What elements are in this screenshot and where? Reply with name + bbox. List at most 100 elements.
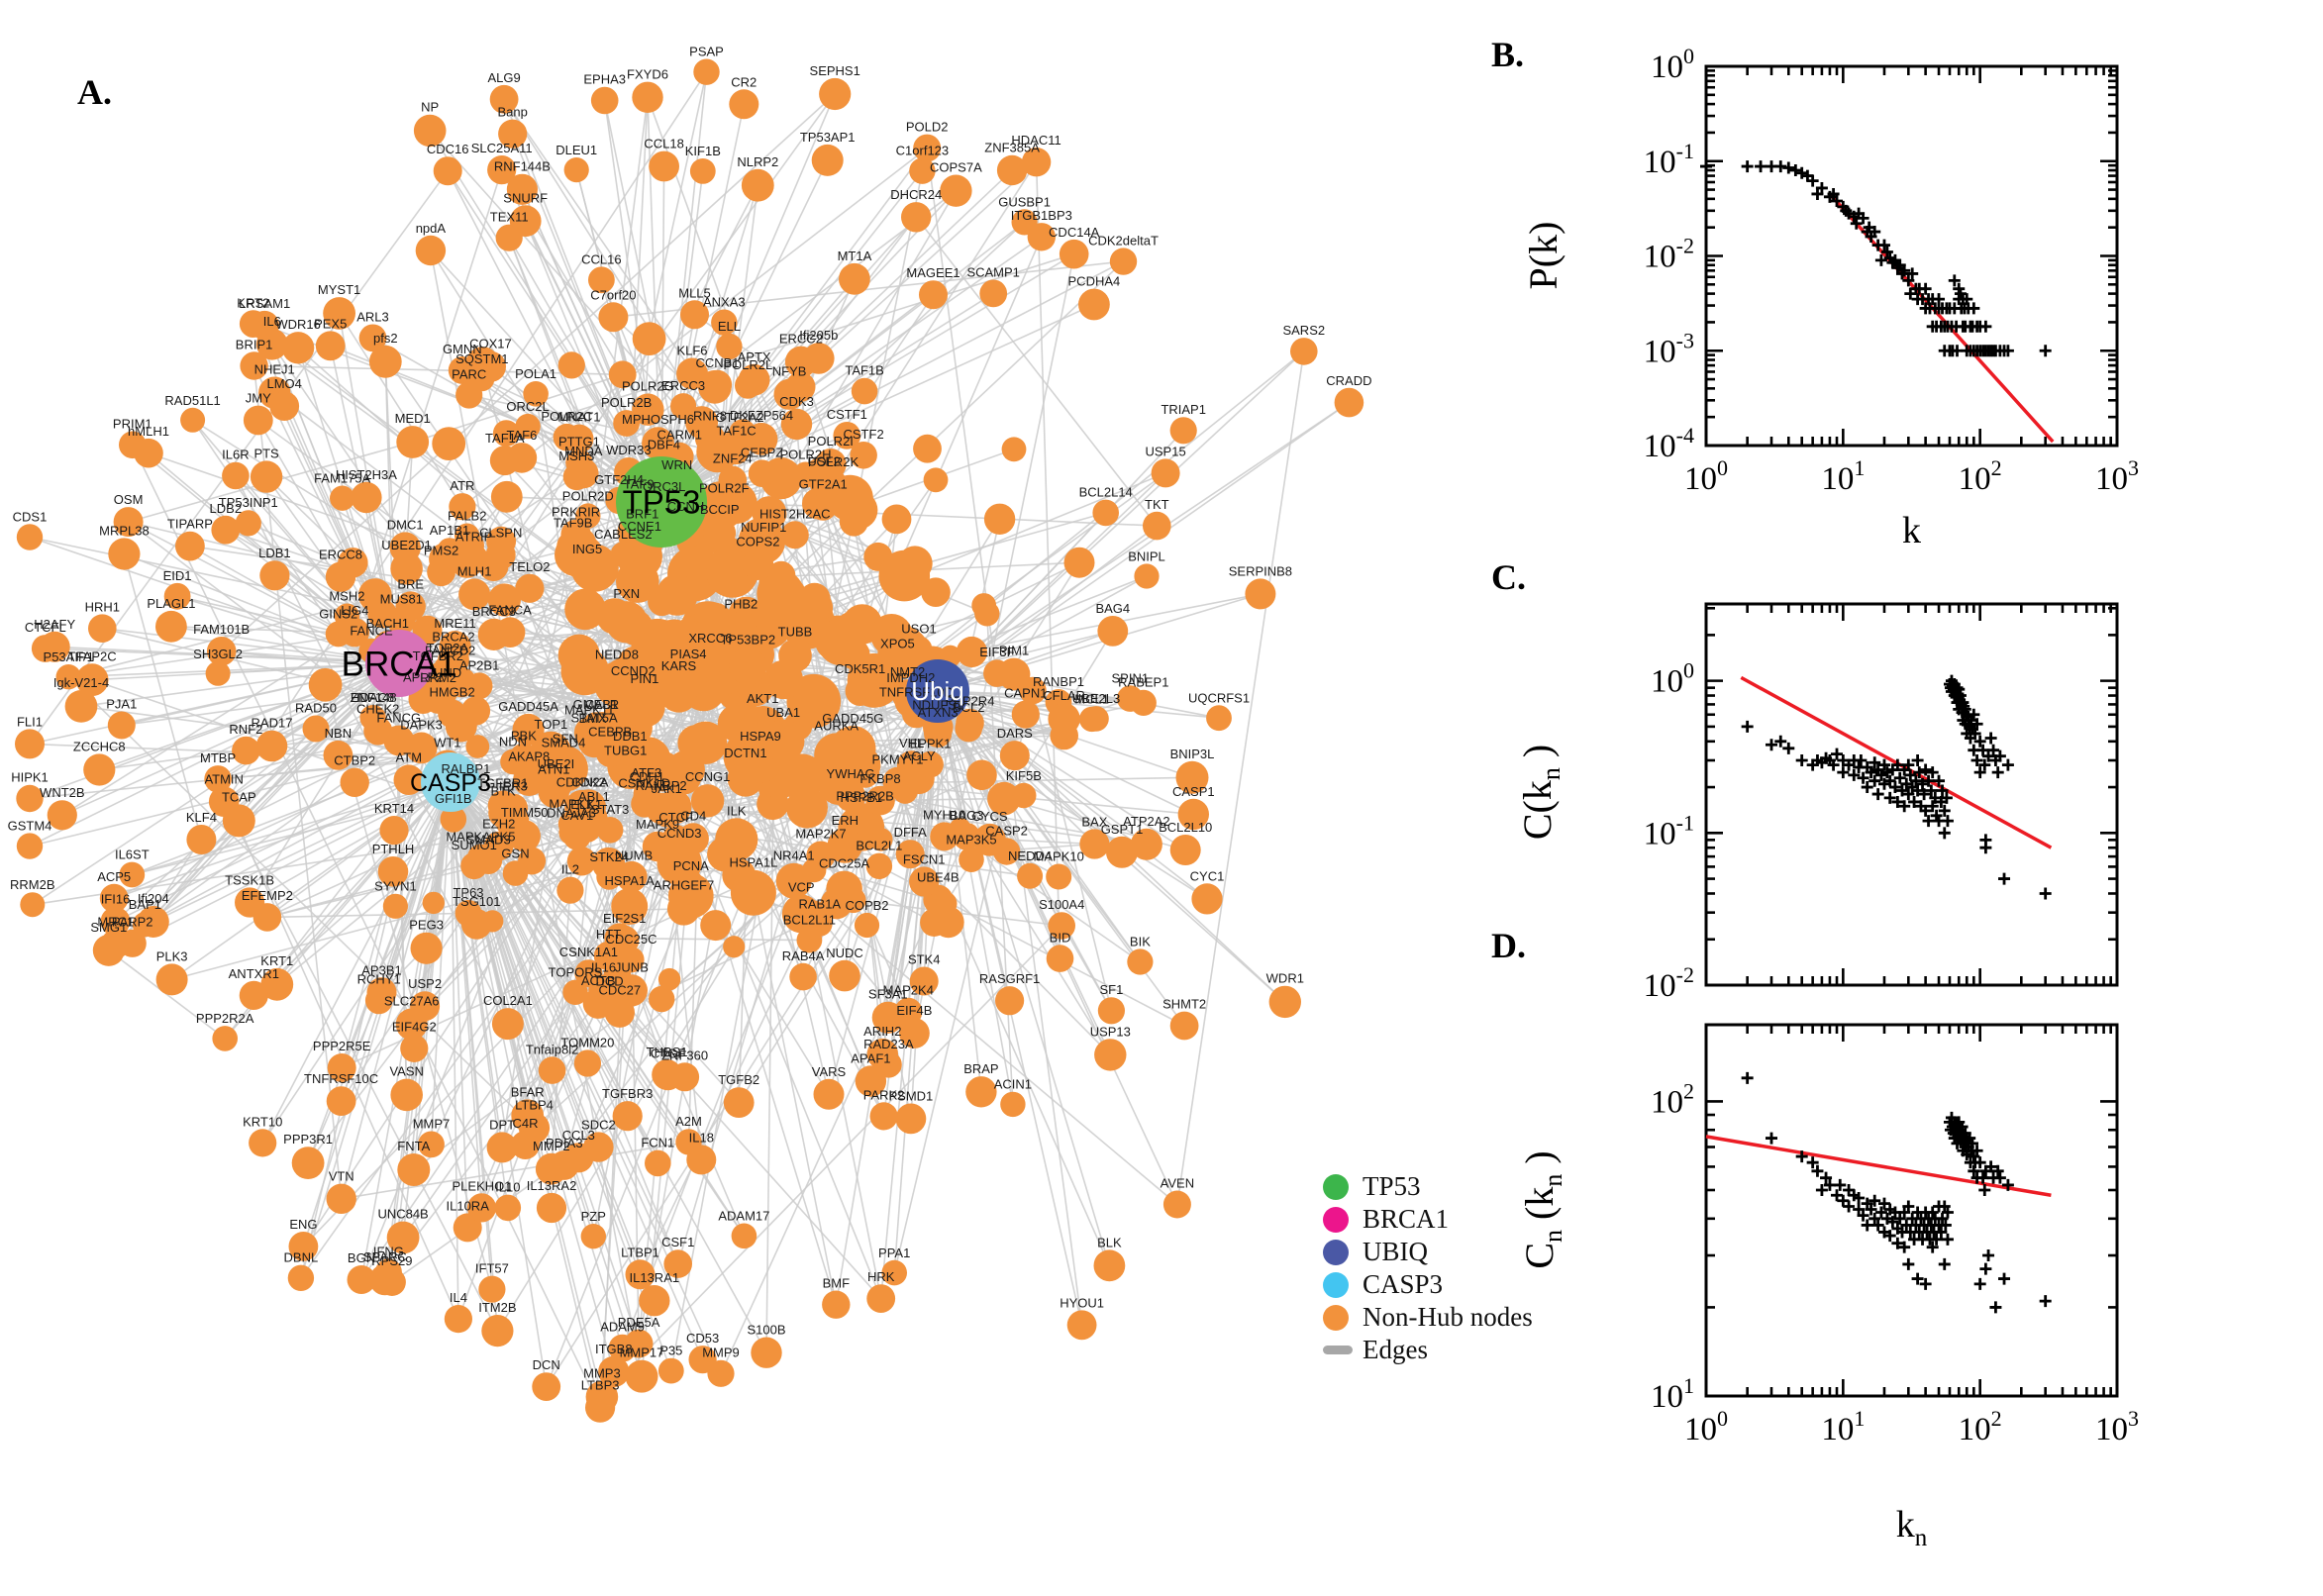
network-node[interactable] [605, 601, 648, 644]
network-node[interactable] [240, 351, 268, 380]
network-node[interactable] [232, 736, 260, 765]
network-node[interactable] [119, 861, 146, 888]
network-node[interactable] [495, 224, 523, 251]
network-node[interactable] [748, 459, 776, 488]
network-node[interactable] [260, 967, 294, 1001]
network-node[interactable] [610, 542, 637, 567]
network-node[interactable] [618, 947, 645, 973]
network-node[interactable] [686, 1145, 717, 1175]
network-node[interactable] [243, 405, 273, 436]
network-node[interactable] [711, 309, 738, 336]
network-node[interactable] [611, 888, 649, 925]
network-node[interactable] [20, 892, 46, 918]
network-node[interactable] [347, 1265, 376, 1294]
network-node[interactable] [1059, 239, 1089, 269]
network-node[interactable] [547, 749, 580, 782]
network-node[interactable] [323, 297, 355, 330]
network-node[interactable] [751, 535, 776, 560]
network-node[interactable] [596, 863, 623, 890]
network-node[interactable] [645, 1149, 671, 1177]
network-node[interactable] [459, 544, 488, 572]
network-node[interactable] [212, 1026, 238, 1051]
network-node[interactable] [16, 784, 44, 813]
network-node[interactable] [905, 636, 933, 663]
network-node[interactable] [882, 766, 913, 797]
network-node[interactable] [562, 822, 591, 850]
network-node[interactable] [485, 540, 516, 570]
network-node[interactable] [642, 831, 673, 862]
network-node[interactable] [1143, 511, 1171, 541]
network-node[interactable] [1169, 1011, 1199, 1041]
network-node[interactable] [368, 345, 402, 378]
network-node[interactable] [502, 860, 529, 886]
network-node[interactable] [1134, 563, 1160, 589]
network-node[interactable] [395, 1008, 428, 1041]
network-node[interactable] [913, 134, 942, 162]
network-node[interactable] [624, 1329, 654, 1358]
network-node[interactable] [1334, 387, 1364, 418]
network-node[interactable] [582, 987, 614, 1019]
network-node[interactable] [386, 1221, 420, 1254]
network-node[interactable] [16, 524, 44, 550]
network-node[interactable] [1011, 700, 1040, 729]
network-node[interactable] [155, 963, 188, 996]
network-node[interactable] [1245, 578, 1276, 610]
network-node[interactable] [474, 847, 503, 874]
network-node[interactable] [500, 748, 526, 775]
network-node[interactable] [593, 941, 624, 971]
network-node[interactable] [930, 822, 960, 851]
network-node[interactable] [1027, 223, 1057, 251]
network-node[interactable] [444, 1305, 472, 1334]
network-node[interactable] [315, 331, 346, 361]
network-node[interactable] [83, 753, 116, 786]
network-node[interactable] [1177, 798, 1210, 831]
network-node[interactable] [1011, 782, 1037, 809]
network-node[interactable] [47, 800, 77, 831]
network-node[interactable] [134, 438, 163, 468]
network-node[interactable] [707, 1359, 735, 1387]
network-node[interactable] [494, 617, 526, 648]
network-node[interactable] [598, 1355, 630, 1388]
network-node[interactable] [1079, 706, 1105, 733]
network-node[interactable] [702, 369, 733, 399]
network-node[interactable] [186, 825, 217, 854]
network-node[interactable] [811, 144, 844, 176]
network-node[interactable] [1079, 829, 1110, 859]
network-node[interactable] [729, 647, 767, 685]
network-node[interactable] [563, 157, 589, 183]
network-node[interactable] [396, 426, 430, 458]
network-node[interactable] [1109, 248, 1138, 275]
network-node[interactable] [580, 1224, 606, 1249]
network-node[interactable] [400, 1034, 429, 1062]
network-node[interactable] [808, 491, 838, 521]
network-node[interactable] [562, 979, 588, 1005]
network-node[interactable] [255, 328, 288, 360]
network-node[interactable] [474, 350, 506, 382]
network-node[interactable] [901, 202, 932, 233]
network-node[interactable] [437, 538, 462, 563]
network-node[interactable] [595, 739, 625, 767]
network-node[interactable] [751, 1337, 782, 1368]
network-node[interactable] [252, 903, 282, 932]
network-node[interactable] [1169, 835, 1201, 865]
network-node[interactable] [1046, 863, 1072, 890]
network-node[interactable] [992, 838, 1021, 865]
network-node[interactable] [454, 523, 480, 549]
network-node[interactable] [1162, 1190, 1191, 1219]
network-node[interactable] [235, 510, 261, 537]
network-node[interactable] [1021, 148, 1052, 177]
network-node[interactable] [613, 410, 640, 437]
network-node[interactable] [649, 150, 679, 182]
network-node[interactable] [693, 58, 720, 85]
network-node[interactable] [100, 906, 131, 937]
network-node[interactable] [829, 959, 860, 992]
network-node[interactable] [560, 519, 591, 550]
network-node[interactable] [1048, 702, 1080, 736]
network-node[interactable] [330, 485, 355, 511]
network-node[interactable] [556, 876, 584, 904]
network-node[interactable] [571, 556, 603, 587]
network-node[interactable] [955, 714, 982, 743]
network-node[interactable] [965, 1076, 997, 1108]
network-node[interactable] [761, 719, 805, 762]
network-node[interactable] [327, 1053, 356, 1082]
